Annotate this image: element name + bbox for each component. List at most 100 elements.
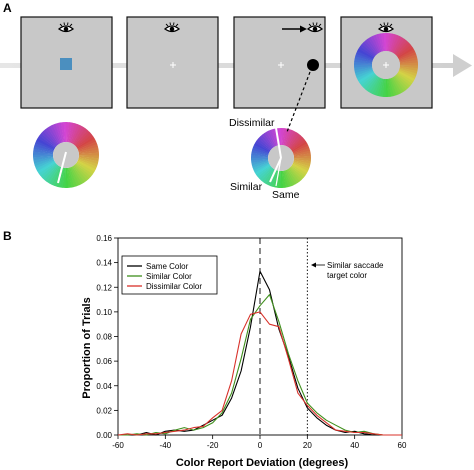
wheel-segment xyxy=(293,158,311,162)
x-tick-label: 20 xyxy=(303,441,312,450)
panel-a-letter: A xyxy=(3,1,12,15)
similar-indicator xyxy=(269,157,282,183)
y-tick-label: 0.12 xyxy=(96,283,112,292)
frame-1 xyxy=(20,16,113,109)
wheel-segment xyxy=(70,166,80,187)
wheel-segment xyxy=(67,167,75,188)
fixation-cross xyxy=(170,62,176,68)
wheel-segment xyxy=(390,77,400,96)
wheel-segment xyxy=(354,58,373,64)
wheel-segment xyxy=(399,54,418,62)
wheel-segment xyxy=(74,164,90,181)
wheel-segment xyxy=(46,165,60,184)
wheel-segment xyxy=(65,167,69,188)
wheel-segment xyxy=(286,130,297,147)
wheel-segment xyxy=(253,142,270,153)
wheel-segment xyxy=(285,169,294,187)
wheel-segment xyxy=(48,166,61,185)
wheel-segment xyxy=(293,159,311,164)
x-tick-label: -40 xyxy=(160,441,172,450)
wheel-segment xyxy=(251,159,269,166)
wheel-segment xyxy=(290,137,305,150)
wheel-segment xyxy=(75,131,92,147)
wheel-segment xyxy=(70,124,81,144)
wheel-segment xyxy=(251,154,269,158)
wheel-segment xyxy=(392,36,403,54)
label-similar: Similar xyxy=(230,181,263,193)
x-tick-label: 40 xyxy=(350,441,359,450)
y-tick-label: 0.16 xyxy=(96,234,112,243)
label-dissimilar: Dissimilar xyxy=(229,117,275,129)
response-wheel-left xyxy=(33,122,99,188)
y-axis-label: Proportion of Trials xyxy=(81,297,93,398)
wheel-segment xyxy=(291,138,306,151)
wheel-segment xyxy=(396,44,413,58)
arrow-right-icon xyxy=(282,25,307,33)
wheel-segment xyxy=(399,67,418,74)
wheel-segment xyxy=(268,129,277,147)
wheel-segment xyxy=(293,160,311,167)
wheel-segment xyxy=(78,146,99,154)
wheel-segment xyxy=(356,50,374,61)
wheel-segment xyxy=(367,36,380,54)
wheel-segment xyxy=(286,169,296,186)
legend-label: Same Color xyxy=(146,262,189,271)
wheel-segment xyxy=(253,163,270,173)
wheel-segment xyxy=(255,140,271,152)
wheel-segment xyxy=(52,123,62,144)
wheel-segment xyxy=(265,169,276,186)
wheel-segment xyxy=(358,46,375,58)
wheel-segment xyxy=(399,62,418,66)
wheel-segment xyxy=(394,75,409,90)
frame-2 xyxy=(126,16,219,109)
wheel-segment xyxy=(287,132,299,148)
wheel-segment xyxy=(293,148,311,155)
wheel-segment xyxy=(284,170,291,188)
wheel-segment xyxy=(288,133,301,149)
wheel-segment xyxy=(394,38,408,55)
wheel-segment xyxy=(374,78,383,96)
wheel-segment xyxy=(354,67,373,73)
wheel-segment xyxy=(66,122,70,143)
wheel-segment xyxy=(354,61,373,65)
same-indicator xyxy=(275,157,282,187)
wheel-segment xyxy=(45,127,59,145)
y-tick-label: 0.14 xyxy=(96,259,112,268)
wheel-segment xyxy=(256,165,271,178)
annotation-text: Similar saccade target color xyxy=(327,261,384,280)
wheel-segment xyxy=(72,165,85,184)
y-tick-label: 0.04 xyxy=(96,382,112,391)
wheel-segment xyxy=(377,78,384,97)
wheel-segment xyxy=(35,160,55,172)
y-tick-label: 0.06 xyxy=(96,357,112,366)
wheel-segment xyxy=(292,145,310,154)
wheel-segment xyxy=(78,158,98,167)
wheel-segment xyxy=(77,141,98,151)
series-line xyxy=(117,311,402,436)
wheel-segment xyxy=(33,148,54,154)
wheel-segment xyxy=(288,168,301,183)
wheel-segment xyxy=(74,129,90,147)
eye-icon xyxy=(163,22,181,33)
wheel-segment xyxy=(44,164,59,182)
response-wheel-middle xyxy=(251,128,311,188)
wheel-segment xyxy=(78,152,99,156)
wheel-segment xyxy=(59,167,65,188)
wheel-segment xyxy=(289,135,303,150)
wheel-segment xyxy=(354,56,373,63)
wheel-segment xyxy=(361,73,376,88)
wheel-segment xyxy=(272,170,279,188)
wheel-segment xyxy=(398,69,416,80)
wheel-segment xyxy=(355,53,373,62)
wheel-segment xyxy=(289,167,302,182)
fixation-cross xyxy=(278,62,284,68)
wheel-segment xyxy=(51,166,62,186)
wheel-segment xyxy=(40,163,57,179)
wheel-segment xyxy=(388,33,395,52)
x-axis-label: Color Report Deviation (degrees) xyxy=(176,457,349,469)
wheel-segment xyxy=(33,145,54,153)
wheel-segment xyxy=(78,155,99,159)
wheel-segment xyxy=(77,159,97,170)
wheel-segment xyxy=(359,72,376,86)
y-tick-label: 0.10 xyxy=(96,308,112,317)
